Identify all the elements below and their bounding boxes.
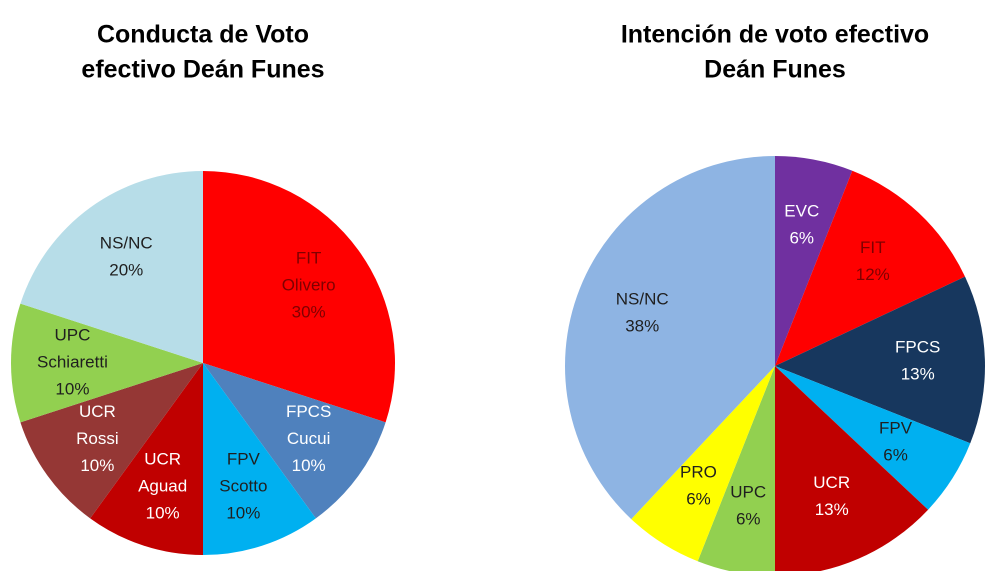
pie-slice — [775, 156, 853, 366]
slice-label: UPC — [54, 325, 90, 344]
data-label: 30% — [292, 303, 326, 322]
slice-label: UCR — [79, 402, 116, 421]
data-label: 6% — [883, 446, 908, 465]
slice-label: Olivero — [282, 276, 336, 295]
data-label: 10% — [55, 379, 89, 398]
pie-slice — [203, 363, 386, 519]
pie-slice — [20, 363, 203, 519]
slice-label: UPC — [730, 482, 766, 501]
data-label: 6% — [686, 490, 711, 509]
data-label: 10% — [292, 456, 326, 475]
data-label: 13% — [901, 364, 935, 383]
slice-label: FPCS — [895, 337, 940, 356]
pie-slice — [203, 363, 316, 555]
slice-label: NS/NC — [100, 233, 153, 252]
pie-slice — [775, 366, 971, 510]
pie-slice — [631, 366, 775, 562]
slice-label: FPV — [227, 450, 261, 469]
chart-title: Deán Funes — [704, 56, 846, 84]
data-label: 12% — [856, 265, 890, 284]
pie-slice — [775, 366, 929, 571]
data-label: 13% — [815, 500, 849, 519]
data-label: 10% — [146, 504, 180, 523]
data-label: 6% — [736, 509, 761, 528]
slice-label: Scotto — [219, 477, 267, 496]
slice-label: Rossi — [76, 429, 119, 448]
pie-slice — [775, 170, 966, 366]
pie-slice — [20, 171, 203, 363]
slice-label: Aguad — [138, 477, 187, 496]
pie-slice — [90, 363, 203, 555]
slice-label: PRO — [680, 463, 717, 482]
data-label: 20% — [109, 260, 143, 279]
pie-slice — [203, 171, 395, 423]
data-label: 10% — [226, 504, 260, 523]
slice-label: FIT — [860, 238, 886, 257]
pie-slice — [10, 303, 203, 423]
slice-label: NS/NC — [616, 289, 669, 308]
slice-label: Schiaretti — [37, 352, 108, 371]
data-label: 10% — [80, 456, 114, 475]
slice-label: FIT — [296, 249, 322, 268]
slice-label: UCR — [144, 450, 181, 469]
slice-label: UCR — [813, 473, 850, 492]
slice-label: FPV — [879, 419, 913, 438]
pie-slice — [775, 276, 985, 444]
chart-title: efectivo Deán Funes — [81, 56, 324, 84]
pie-slice — [564, 156, 775, 520]
slice-label: FPCS — [286, 402, 331, 421]
data-label: 38% — [625, 316, 659, 335]
chart-title: Intención de voto efectivo — [621, 21, 929, 49]
pie-slice — [697, 366, 775, 571]
slice-label: EVC — [784, 202, 819, 221]
data-label: 6% — [789, 229, 814, 248]
slice-label: Cucui — [287, 429, 330, 448]
chart-title: Conducta de Voto — [97, 21, 309, 49]
